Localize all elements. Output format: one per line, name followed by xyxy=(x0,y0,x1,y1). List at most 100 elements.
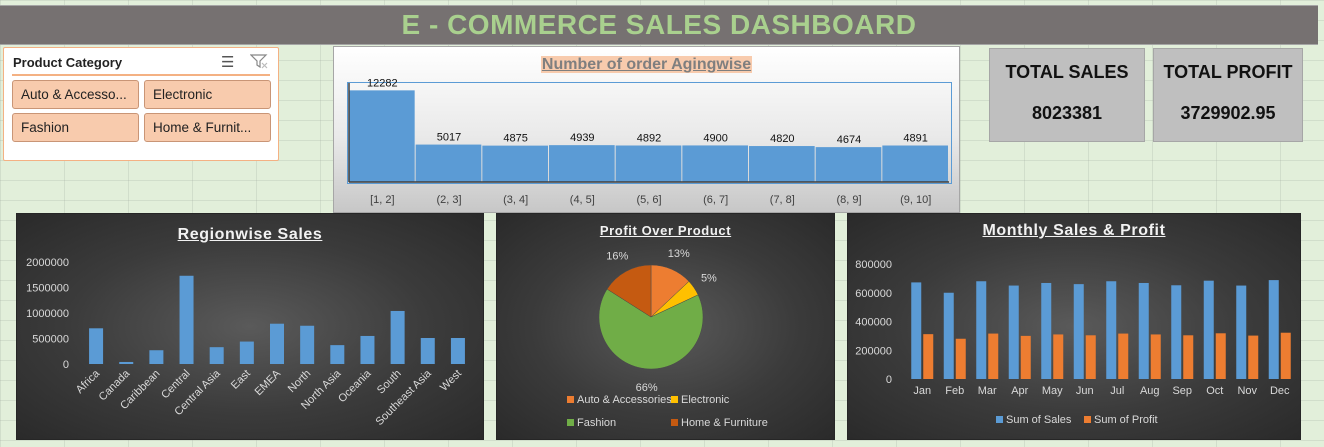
monthly-y-tick: 200000 xyxy=(855,345,892,357)
total-sales-label: TOTAL SALES xyxy=(1005,62,1129,82)
monthly-sales-profit-chart[interactable]: Monthly Sales & Profit 0 200000 400000 6000… xyxy=(847,213,1301,440)
aging-x-tick: (9, 10] xyxy=(900,194,931,206)
aging-data-label: 4891 xyxy=(903,133,927,145)
aging-bar xyxy=(415,144,482,182)
region-bar xyxy=(270,323,284,364)
pie-chart-title: Profit Over Product xyxy=(599,223,732,238)
profit-bar xyxy=(1183,335,1194,379)
sales-bar xyxy=(1106,281,1117,379)
dashboard-title-bar: E - COMMERCE SALES DASHBOARD xyxy=(0,5,1318,45)
monthly-x-tick: Sep xyxy=(1172,385,1192,397)
region-bar xyxy=(300,325,315,364)
profit-bar xyxy=(1053,334,1064,379)
pie-value-label: 13% xyxy=(668,248,690,260)
sales-bar xyxy=(943,292,954,379)
sales-bar xyxy=(1041,282,1052,379)
region-y-tick: 500000 xyxy=(32,334,69,346)
region-y-tick: 0 xyxy=(63,359,69,371)
slicer-item-auto[interactable]: Auto & Accesso... xyxy=(12,80,139,109)
pie-chart-svg: 13% 5% 66% 16% xyxy=(598,248,717,394)
region-bar xyxy=(209,347,224,364)
pie-legend-item-home[interactable]: Home & Furniture xyxy=(671,417,768,429)
pie-legend-label: Electronic xyxy=(681,394,730,406)
sales-bar xyxy=(1236,285,1247,379)
region-bar xyxy=(239,341,254,364)
aging-data-label: 4900 xyxy=(703,132,727,144)
multi-select-icon[interactable]: ☰ xyxy=(221,54,235,71)
region-y-tick: 1000000 xyxy=(26,308,69,320)
region-x-tick: North xyxy=(286,368,314,396)
aging-chart-svg: 12282 [1, 2] 5017 (2, 3] 4875 (3, 4] 4939 (4, 5… xyxy=(348,77,949,206)
aging-chart[interactable]: Number of order Agingwise 12282 [1, 2] 501… xyxy=(333,46,960,213)
monthly-legend-sales[interactable]: Sum of Sales xyxy=(996,414,1071,426)
total-sales-card: TOTAL SALES 8023381 xyxy=(989,48,1145,142)
slicer-divider xyxy=(12,74,270,76)
region-x-tick: West xyxy=(438,368,464,394)
total-sales-value: 8023381 xyxy=(1031,103,1103,123)
sales-bar xyxy=(911,282,922,379)
sales-bar xyxy=(1073,284,1084,379)
profit-over-product-chart[interactable]: Profit Over Product 13% 5% 66% 16% Auto & A… xyxy=(496,213,835,440)
region-bar xyxy=(360,335,375,364)
monthly-y-tick: 600000 xyxy=(855,288,892,300)
region-bar xyxy=(89,328,104,364)
aging-data-label: 4674 xyxy=(837,134,861,146)
region-chart-title: Regionwise Sales xyxy=(177,226,323,243)
monthly-x-tick: Jul xyxy=(1110,385,1124,397)
pie-slice xyxy=(598,288,704,370)
region-bar xyxy=(330,345,345,364)
profit-bar xyxy=(988,333,999,379)
dashboard-title: E - COMMERCE SALES DASHBOARD xyxy=(401,9,917,40)
monthly-x-tick: May xyxy=(1042,385,1063,397)
aging-bar xyxy=(815,147,882,182)
monthly-y-tick: 0 xyxy=(886,374,892,386)
region-y-tick: 2000000 xyxy=(26,257,69,269)
aging-bar xyxy=(549,145,615,182)
monthly-x-tick: Aug xyxy=(1140,385,1160,397)
region-x-tick: Southeast Asia xyxy=(374,367,435,428)
monthly-x-tick: Oct xyxy=(1206,385,1223,397)
pie-legend-item-fashion[interactable]: Fashion xyxy=(567,417,616,429)
profit-bar xyxy=(1150,334,1161,379)
slicer-item-electronic[interactable]: Electronic xyxy=(144,80,271,109)
regionwise-sales-chart[interactable]: Regionwise Sales 0 500000 1000000 1500000 20… xyxy=(16,213,484,440)
sales-bar xyxy=(1138,282,1149,379)
aging-x-tick: (2, 3] xyxy=(436,194,461,206)
region-bar xyxy=(179,275,194,364)
aging-data-label: 4939 xyxy=(570,132,594,144)
region-bar xyxy=(119,361,134,364)
monthly-x-tick: Jun xyxy=(1076,385,1094,397)
clear-filter-icon[interactable] xyxy=(249,53,268,73)
aging-bar xyxy=(882,145,948,182)
monthly-legend-profit[interactable]: Sum of Profit xyxy=(1084,414,1158,426)
profit-bar xyxy=(1020,335,1031,379)
region-bar xyxy=(420,337,435,364)
slicer-item-home[interactable]: Home & Furnit... xyxy=(144,113,271,142)
total-profit-card: TOTAL PROFIT 3729902.95 xyxy=(1153,48,1303,142)
sales-bar xyxy=(1203,280,1214,379)
pie-value-label: 5% xyxy=(701,273,717,285)
slicer-item-fashion[interactable]: Fashion xyxy=(12,113,139,142)
pie-legend-item-electronic[interactable]: Electronic xyxy=(671,394,729,406)
profit-bar xyxy=(1248,335,1259,379)
monthly-y-tick: 800000 xyxy=(855,259,892,271)
monthly-x-tick: Dec xyxy=(1270,385,1290,397)
pie-legend-item-auto[interactable]: Auto & Accessories xyxy=(567,394,672,406)
profit-bar xyxy=(955,338,966,379)
aging-x-tick: (6, 7] xyxy=(703,194,728,206)
region-bar xyxy=(149,350,164,364)
product-category-slicer[interactable]: Product Category ☰ Auto & Accesso... Ele… xyxy=(3,47,279,161)
monthly-y-tick: 400000 xyxy=(855,317,892,329)
region-x-tick: South xyxy=(375,368,404,397)
aging-x-tick: (8, 9] xyxy=(836,194,861,206)
aging-chart-title: Number of order Agingwise xyxy=(540,56,753,73)
slicer-header: Product Category xyxy=(13,55,123,70)
pie-slice xyxy=(606,264,652,318)
monthly-chart-svg: 0 200000 400000 600000 800000 Jan Feb Mar Apr May… xyxy=(855,259,1291,397)
total-profit-label: TOTAL PROFIT xyxy=(1163,62,1293,82)
aging-bar xyxy=(482,145,548,182)
aging-data-label: 12282 xyxy=(367,77,398,89)
monthly-x-tick: Mar xyxy=(978,385,997,397)
aging-x-tick: [1, 2] xyxy=(370,194,394,206)
aging-data-label: 4820 xyxy=(770,133,794,145)
